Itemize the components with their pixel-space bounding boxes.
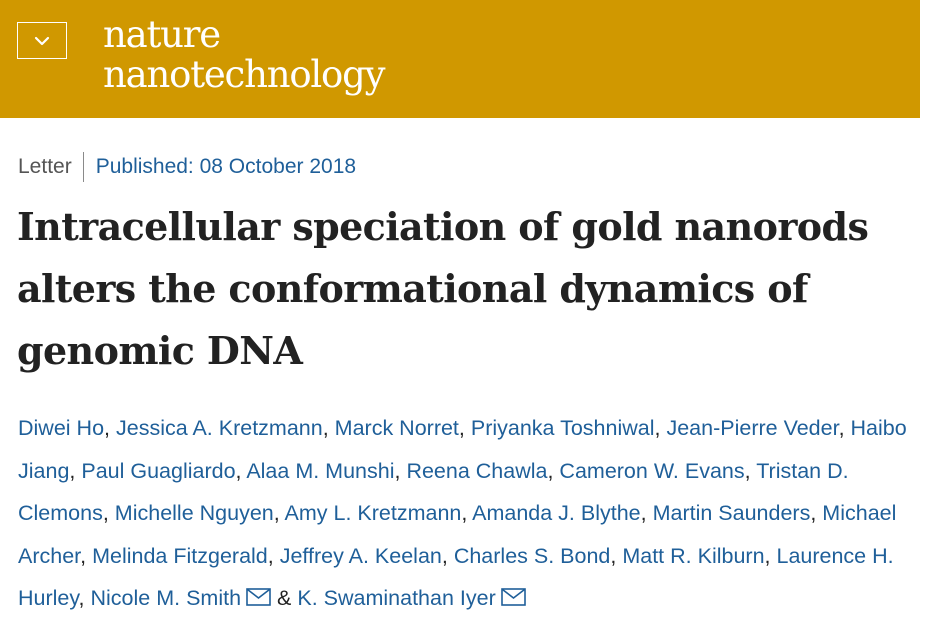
meta-divider bbox=[82, 152, 84, 182]
author-separator: , bbox=[78, 586, 91, 610]
author-link[interactable]: Jean-Pierre Veder bbox=[666, 416, 839, 440]
author-separator: , bbox=[838, 416, 851, 440]
author-separator: , bbox=[441, 543, 454, 568]
author-separator: , bbox=[640, 501, 653, 525]
chevron-down-icon bbox=[34, 36, 50, 46]
author-link[interactable]: Amy L. Kretzmann bbox=[284, 501, 462, 525]
author-separator: , bbox=[394, 458, 407, 483]
author-link[interactable]: K. Swaminathan Iyer bbox=[297, 586, 496, 610]
site-header: nature nanotechnology bbox=[0, 0, 920, 118]
author-link[interactable]: Paul Guagliardo bbox=[81, 458, 236, 483]
logo-line-nanotechnology: nanotechnology bbox=[103, 53, 386, 96]
author-separator: , bbox=[654, 416, 667, 440]
author-link[interactable]: Michelle Nguyen bbox=[114, 501, 274, 525]
author-separator: , bbox=[267, 543, 280, 568]
author-separator: , bbox=[458, 416, 471, 440]
author-link[interactable]: Tristan D. Clemons bbox=[18, 458, 849, 526]
menu-toggle-button[interactable] bbox=[17, 22, 67, 59]
author-link[interactable]: Jessica A. Kretzmann bbox=[115, 416, 323, 440]
article-title: Intracellular speciation of gold nanorod… bbox=[17, 204, 869, 373]
author-link[interactable]: Matt R. Kilburn bbox=[622, 543, 765, 568]
author-separator: , bbox=[547, 458, 560, 483]
author-link[interactable]: Alaa M. Munshi bbox=[246, 458, 395, 483]
author-separator: , bbox=[80, 543, 93, 568]
author-link[interactable]: Priyanka Toshniwal bbox=[470, 416, 655, 440]
published-date: Published: 08 October 2018 bbox=[95, 155, 357, 178]
author-separator: , bbox=[235, 458, 247, 483]
author-separator: , bbox=[610, 543, 623, 568]
author-link[interactable]: Haibo Jiang bbox=[18, 416, 907, 483]
author-link[interactable]: Melinda Fitzgerald bbox=[92, 543, 268, 568]
author-link[interactable]: Jeffrey A. Keelan bbox=[279, 543, 442, 568]
author-list: Diwei Ho, Jessica A. Kretzmann, Marck No… bbox=[18, 407, 918, 620]
author-link[interactable]: Reena Chawla bbox=[406, 458, 548, 483]
author-separator: , bbox=[273, 501, 285, 525]
logo-line-nature: nature bbox=[103, 13, 221, 56]
author-separator: , bbox=[764, 543, 777, 568]
article-type: Letter bbox=[18, 155, 72, 178]
author-link[interactable]: Laurence H. Hurley bbox=[18, 543, 894, 611]
author-separator: , bbox=[810, 501, 823, 525]
author-link[interactable]: Diwei Ho bbox=[18, 416, 105, 440]
author-link[interactable]: Nicole M. Smith bbox=[90, 586, 242, 610]
author-separator: , bbox=[102, 501, 115, 525]
author-link[interactable]: Marck Norret bbox=[334, 416, 459, 440]
author-separator: , bbox=[69, 458, 82, 483]
author-link[interactable]: Amanda J. Blythe bbox=[472, 501, 641, 525]
author-separator: , bbox=[461, 501, 473, 525]
author-link[interactable]: Cameron W. Evans bbox=[559, 458, 745, 483]
author-conjunction: & bbox=[277, 586, 298, 610]
mail-icon[interactable] bbox=[246, 588, 271, 606]
author-separator: , bbox=[322, 416, 335, 440]
author-link[interactable]: Martin Saunders bbox=[652, 501, 811, 525]
author-link[interactable]: Michael Archer bbox=[18, 501, 897, 568]
author-separator: , bbox=[744, 458, 757, 483]
author-link[interactable]: Charles S. Bond bbox=[453, 543, 611, 568]
mail-icon[interactable] bbox=[500, 588, 526, 606]
article-meta: Letter Published: 08 October 2018 bbox=[18, 152, 356, 182]
journal-logo[interactable]: nature nanotechnology bbox=[103, 13, 386, 96]
author-separator: , bbox=[104, 416, 116, 440]
